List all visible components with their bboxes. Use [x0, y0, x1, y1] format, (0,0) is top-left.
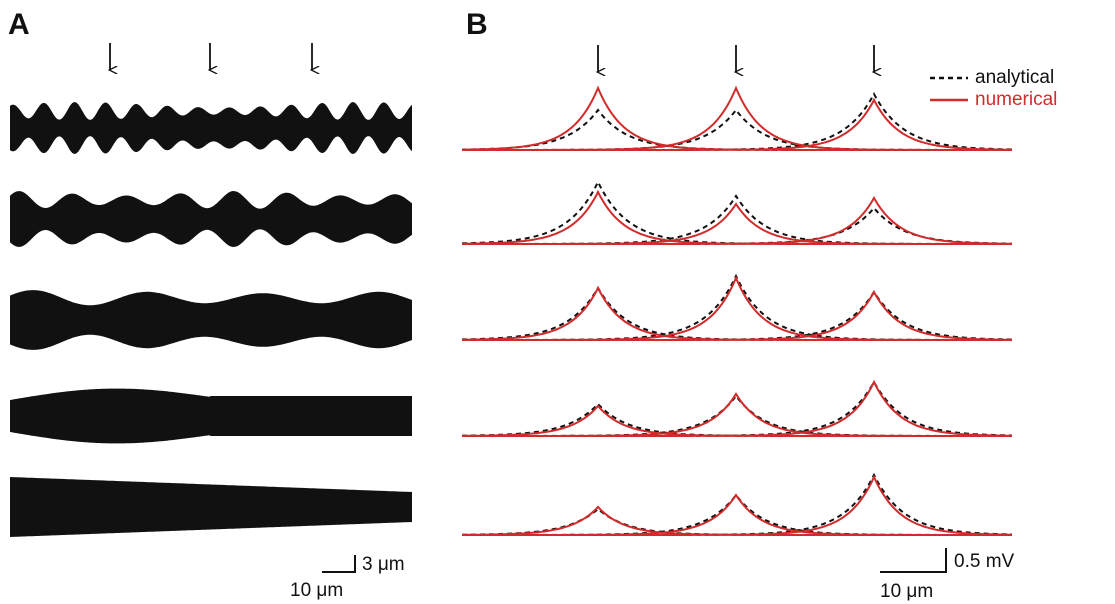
scale-bar [322, 555, 356, 573]
dendrite-shapes [10, 102, 412, 537]
analytical-trace [462, 379, 1013, 437]
numerical-trace [462, 474, 1012, 536]
scale-label: 3 μm [362, 554, 405, 575]
dendrite [10, 191, 412, 247]
analytical-trace [462, 472, 1012, 536]
scale-bar [880, 548, 947, 573]
scale-label: 10 μm [880, 581, 933, 602]
dendrite [10, 388, 412, 444]
numerical-trace [462, 196, 1012, 245]
scale-label: 0.5 mV [954, 551, 1015, 572]
numerical-trace [462, 97, 1013, 151]
panel-label: B [466, 8, 488, 41]
scale-label: 10 μm [290, 580, 343, 601]
numerical-trace [462, 404, 1012, 437]
numerical-trace [461, 505, 1012, 536]
numerical-trace [462, 379, 1012, 437]
dendrite [10, 477, 412, 537]
numerical-trace [462, 189, 1012, 245]
panel-label: A [8, 8, 30, 41]
legend-label: numerical [975, 89, 1057, 110]
legend-label: analytical [975, 67, 1054, 88]
dendrite [10, 290, 412, 350]
voltage-traces [461, 85, 1013, 536]
analytical-trace [462, 179, 1012, 245]
numerical-trace [462, 289, 1013, 341]
arrows [110, 43, 874, 72]
dendrite [10, 102, 412, 154]
